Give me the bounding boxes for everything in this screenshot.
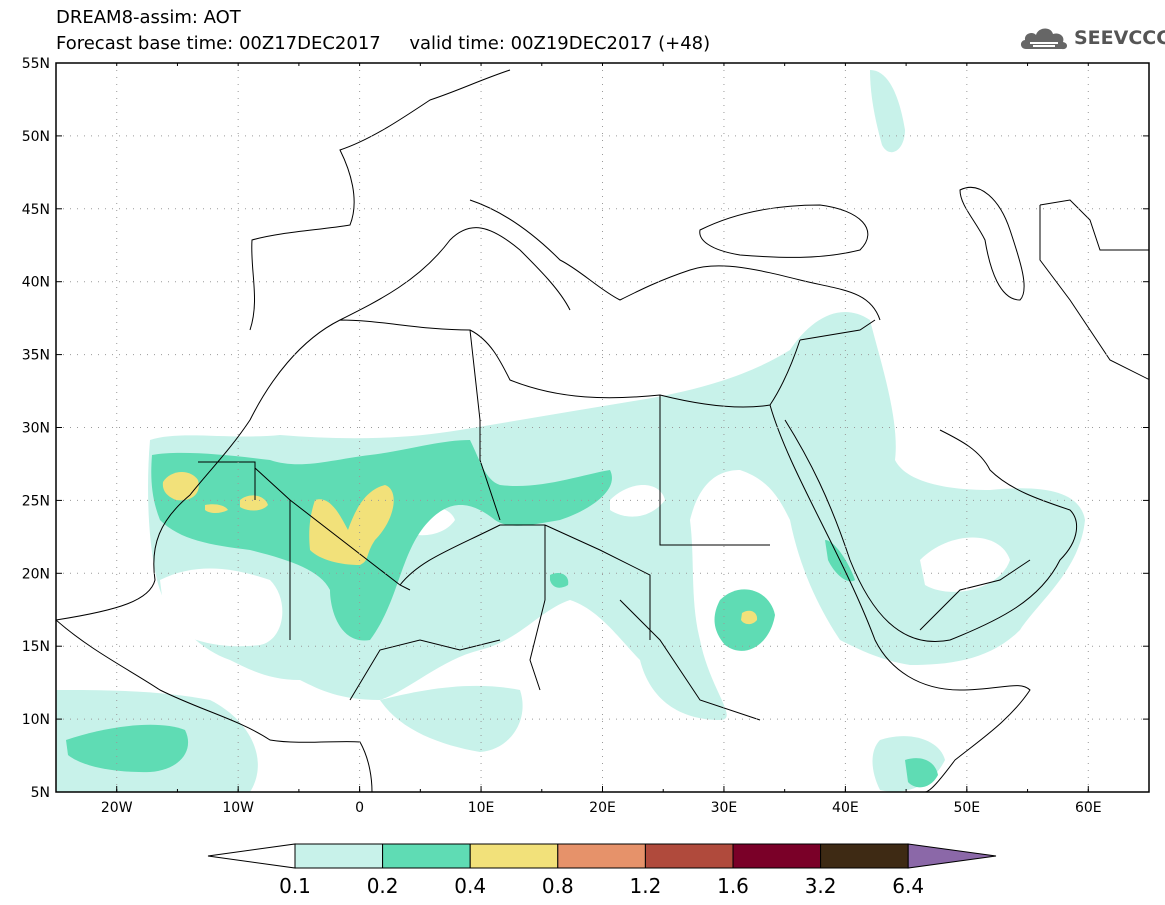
lon-tick-label: 20E <box>589 800 616 816</box>
lat-lon-gridlines <box>56 63 1149 792</box>
longitude-labels: 20W 10W 0 10E 20E 30E 40E 50E 60E <box>101 800 1102 816</box>
lat-tick-label: 30N <box>22 421 50 437</box>
colorbar-segment <box>732 843 822 869</box>
lat-tick-label: 25N <box>22 493 50 509</box>
lon-tick-label: 40E <box>832 800 859 816</box>
colorbar-segment <box>382 843 471 869</box>
lat-tick-label: 40N <box>22 275 50 291</box>
colorbar: 0.1 0.2 0.4 0.8 1.2 1.6 3.2 6.4 <box>207 843 997 898</box>
lat-tick-label: 15N <box>22 639 50 655</box>
colorbar-level-label: 3.2 <box>805 874 837 898</box>
colorbar-low-arrow <box>207 843 296 869</box>
logo-text: SEEVCCC <box>1074 27 1165 49</box>
colorbar-level-label: 0.8 <box>542 874 574 898</box>
latitude-labels: 55N 50N 45N 40N 35N 30N 25N 20N 15N 10N 5N <box>22 56 50 801</box>
colorbar-level-label: 0.1 <box>279 874 311 898</box>
colorbar-segment <box>469 843 559 869</box>
colorbar-segment <box>557 843 646 869</box>
cloud-icon <box>1020 28 1068 50</box>
forecast-time-line: Forecast base time: 00Z17DEC2017 valid t… <box>56 33 711 54</box>
coastlines-and-borders <box>56 69 1149 792</box>
colorbar-level-label: 0.2 <box>367 874 399 898</box>
axis-ticks <box>55 62 1150 793</box>
lon-tick-label: 50E <box>953 800 980 816</box>
colorbar-level-label: 1.6 <box>717 874 749 898</box>
colorbar-level-label: 6.4 <box>892 874 924 898</box>
lon-tick-label: 10W <box>222 800 254 816</box>
map-title: DREAM8-assim: AOT <box>56 7 241 28</box>
colorbar-high-arrow <box>907 843 997 869</box>
colorbar-segment <box>644 843 734 869</box>
colorbar-level-label: 0.4 <box>454 874 486 898</box>
colorbar-segment <box>820 843 909 869</box>
lat-tick-label: 45N <box>22 202 50 218</box>
lon-tick-label: 0 <box>355 800 364 816</box>
lon-tick-label: 10E <box>468 800 495 816</box>
lon-tick-label: 30E <box>711 800 738 816</box>
lat-tick-label: 35N <box>22 348 50 364</box>
lon-tick-label: 20W <box>101 800 133 816</box>
colorbar-segment <box>294 843 384 869</box>
colorbar-level-label: 1.2 <box>629 874 661 898</box>
lat-tick-label: 10N <box>22 712 50 728</box>
lon-tick-label: 60E <box>1075 800 1102 816</box>
lat-tick-label: 5N <box>31 785 50 801</box>
aot-shading <box>56 70 1086 792</box>
lat-tick-label: 50N <box>22 129 50 145</box>
lat-tick-label: 20N <box>22 566 50 582</box>
seevccc-logo: SEEVCCC <box>1018 22 1165 54</box>
lat-tick-label: 55N <box>22 56 50 72</box>
